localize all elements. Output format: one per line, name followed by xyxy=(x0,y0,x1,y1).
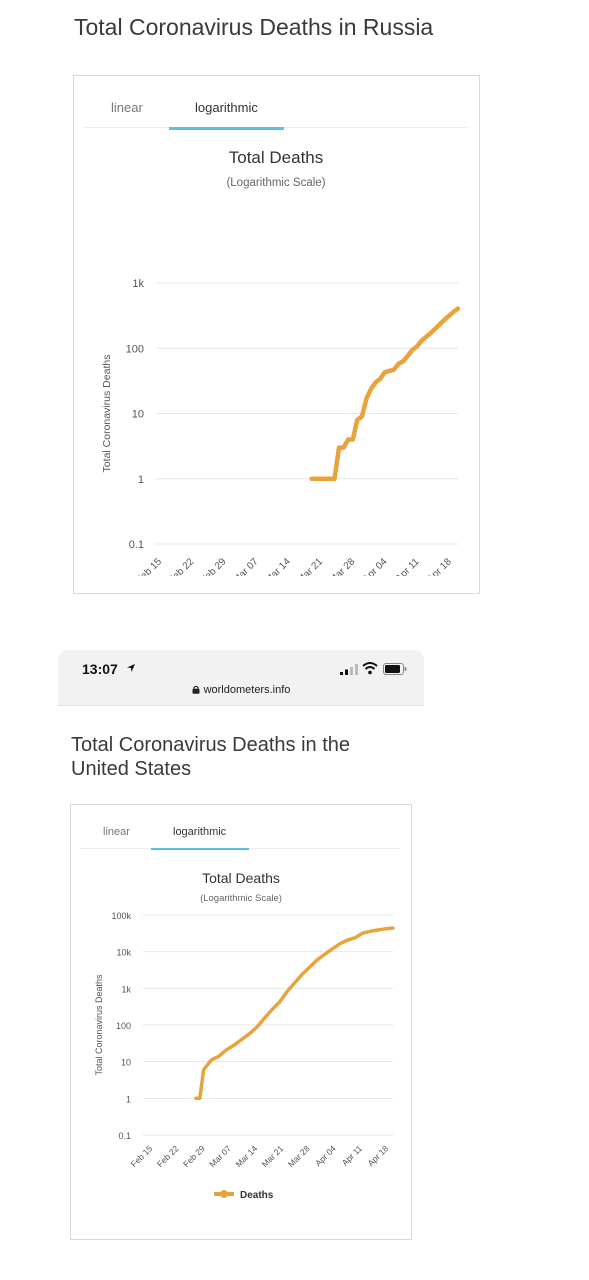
cellular-signal-icon xyxy=(340,664,358,675)
address-bar[interactable]: worldometers.info xyxy=(58,684,424,696)
usa-x-tick-label: Mar 14 xyxy=(233,1143,259,1169)
wifi-icon xyxy=(362,662,378,675)
url-text: worldometers.info xyxy=(203,684,291,696)
russia-chart-title: Total Deaths xyxy=(229,148,324,167)
russia-x-tick-label: Feb 15 xyxy=(134,556,164,576)
russia-y-tick-label: 0.1 xyxy=(129,539,144,551)
russia-x-tick-label: Mar 28 xyxy=(328,556,358,576)
usa-deaths-chart: Total Deaths (Logarithmic Scale) 0.1 1 10 100… xyxy=(94,870,395,1201)
battery-icon xyxy=(383,663,407,675)
usa-legend-marker xyxy=(220,1190,228,1198)
usa-page-title: Total Coronavirus Deaths in the United S… xyxy=(71,733,350,781)
usa-chart-card: linear logarithmic Total Deaths (Logarith… xyxy=(70,804,412,1240)
russia-y-tick-label: 10 xyxy=(132,409,144,421)
usa-tab-active-indicator xyxy=(151,848,249,850)
usa-x-tick-label: Apr 04 xyxy=(313,1143,338,1168)
russia-deaths-chart: Total Deaths (Logarithmic Scale) 0.1 1 10 100… xyxy=(101,148,461,576)
russia-y-tick-label: 1 xyxy=(138,474,144,486)
usa-tab-logarithmic[interactable]: logarithmic xyxy=(173,826,227,838)
russia-tab-active-indicator xyxy=(169,127,284,130)
usa-legend-label: Deaths xyxy=(240,1190,274,1201)
location-arrow-icon xyxy=(127,664,135,672)
usa-y-tick-label: 0.1 xyxy=(118,1131,131,1141)
usa-tab-linear[interactable]: linear xyxy=(103,826,130,838)
usa-x-tick-label: Mar 21 xyxy=(260,1143,286,1169)
russia-y-axis-label: Total Coronavirus Deaths xyxy=(101,355,113,473)
usa-y-tick-label: 100k xyxy=(111,911,131,921)
russia-x-tick-label: Apr 18 xyxy=(425,556,454,576)
usa-x-tick-label: Mar 28 xyxy=(286,1143,312,1169)
russia-y-tick-label: 1k xyxy=(132,278,144,290)
russia-x-tick-label: Feb 29 xyxy=(199,556,229,576)
russia-x-tick-label: Mar 07 xyxy=(231,556,261,576)
usa-x-tick-label: Feb 29 xyxy=(181,1143,207,1169)
russia-x-tick-label: Feb 22 xyxy=(167,556,197,576)
usa-series-line-deaths xyxy=(194,926,395,1101)
usa-chart-title: Total Deaths xyxy=(202,870,280,886)
usa-x-tick-label: Apr 11 xyxy=(340,1143,365,1168)
usa-x-tick-label: Feb 22 xyxy=(155,1143,181,1169)
usa-chart-subtitle: (Logarithmic Scale) xyxy=(200,893,282,904)
ios-status-bar: 13:07 worldometers.info xyxy=(58,650,424,706)
usa-y-tick-label: 1k xyxy=(121,984,131,994)
usa-y-tick-label: 10k xyxy=(116,948,131,958)
russia-scale-tabs: linear logarithmic xyxy=(74,76,479,130)
usa-y-tick-label: 10 xyxy=(121,1058,131,1068)
usa-y-tick-label: 100 xyxy=(116,1021,131,1031)
russia-tab-logarithmic[interactable]: logarithmic xyxy=(195,100,258,115)
usa-page-title-line2: United States xyxy=(71,758,192,780)
russia-x-tick-label: Apr 11 xyxy=(394,556,422,576)
russia-tab-linear[interactable]: linear xyxy=(111,100,143,115)
usa-y-axis-label: Total Coronavirus Deaths xyxy=(94,974,104,1076)
usa-x-tick-label: Apr 18 xyxy=(365,1143,390,1168)
russia-y-tick-label: 100 xyxy=(126,343,144,355)
usa-scale-tabs: linear logarithmic xyxy=(71,805,411,857)
russia-chart-subtitle: (Logarithmic Scale) xyxy=(226,177,325,189)
status-time: 13:07 xyxy=(82,661,118,677)
usa-y-tick-label: 1 xyxy=(126,1094,131,1104)
russia-x-tick-label: Mar 14 xyxy=(263,556,293,576)
usa-x-tick-label: Mar 07 xyxy=(207,1143,233,1169)
russia-chart-card: linear logarithmic Total Deaths (Logarith… xyxy=(73,75,480,594)
lock-icon xyxy=(192,685,200,694)
russia-series-line-deaths xyxy=(309,306,461,482)
usa-page-title-line1: Total Coronavirus Deaths in the xyxy=(71,734,351,756)
usa-x-tick-label: Feb 15 xyxy=(129,1143,155,1169)
russia-x-tick-label: Apr 04 xyxy=(361,556,390,576)
russia-page-title: Total Coronavirus Deaths in Russia xyxy=(74,14,434,40)
russia-x-tick-label: Mar 21 xyxy=(295,556,325,576)
